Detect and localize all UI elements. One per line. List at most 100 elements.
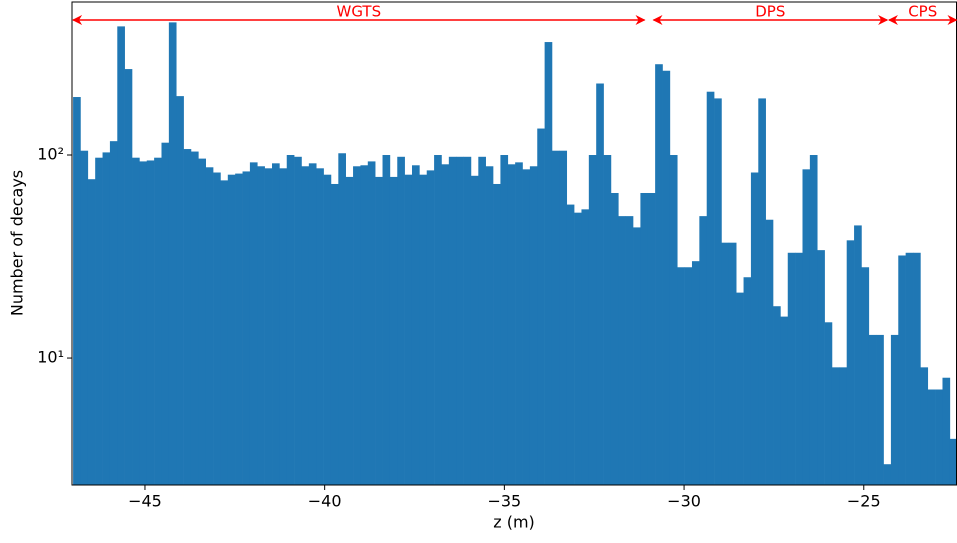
bar (286, 155, 295, 486)
bar (854, 225, 862, 486)
bar (935, 389, 943, 485)
bar (338, 153, 346, 485)
bar (323, 174, 332, 485)
bar (426, 170, 435, 485)
y-axis-label: Number of decays (8, 170, 27, 316)
bar (868, 334, 877, 485)
bar (330, 183, 339, 486)
x-tick-label: −25 (847, 492, 881, 511)
bar (264, 168, 273, 485)
bar (655, 64, 663, 485)
bar (684, 267, 693, 485)
bar (669, 155, 678, 486)
bar (257, 166, 265, 485)
bar (213, 172, 221, 485)
bar (728, 242, 737, 485)
bar (132, 157, 140, 485)
bar (382, 155, 391, 486)
bar (691, 261, 700, 485)
x-tick-label: −30 (667, 492, 701, 511)
bar (610, 192, 619, 485)
bar (109, 141, 118, 485)
bar (507, 164, 516, 485)
bar (809, 155, 818, 486)
bar (176, 96, 184, 486)
bar (949, 438, 957, 485)
bar (581, 209, 590, 485)
bar (124, 69, 133, 486)
bar (596, 83, 604, 485)
bar (485, 166, 494, 485)
bar (551, 150, 560, 485)
bar (831, 367, 840, 485)
bar (478, 156, 486, 485)
bar (294, 156, 302, 485)
bar (603, 155, 612, 486)
x-tick-label: −35 (487, 492, 521, 511)
bar (242, 171, 251, 485)
bar (161, 142, 170, 485)
bar (198, 158, 206, 485)
bar (839, 367, 848, 485)
bar (308, 163, 317, 485)
bar (566, 204, 575, 485)
bar (301, 166, 310, 485)
bar (367, 161, 376, 486)
bar (765, 219, 774, 485)
annotation-label: DPS (755, 3, 785, 21)
bar (146, 160, 155, 485)
bar (441, 164, 450, 485)
bar (883, 464, 892, 485)
bar (736, 292, 744, 485)
bar (662, 70, 671, 485)
bar (927, 389, 936, 485)
bar (559, 150, 568, 485)
bar (780, 316, 789, 485)
bar (375, 176, 383, 486)
bar (102, 152, 111, 485)
bar (787, 252, 796, 485)
bar (419, 174, 428, 485)
bar (397, 156, 405, 485)
bar (249, 162, 258, 486)
bar (389, 176, 398, 486)
bar (117, 26, 125, 485)
bar (95, 157, 103, 485)
bar (640, 192, 649, 485)
bar (942, 377, 951, 485)
bar (588, 155, 597, 486)
bar (795, 252, 803, 485)
bar (714, 98, 722, 485)
bar (677, 267, 685, 485)
bar (515, 162, 523, 486)
bar (618, 216, 626, 485)
annotation-label: WGTS (337, 3, 382, 21)
bar (404, 174, 413, 485)
annotation-label: CPS (908, 3, 937, 21)
bar (168, 22, 177, 485)
x-axis-label: z (m) (493, 513, 535, 532)
bar (316, 168, 324, 485)
bar (470, 175, 479, 485)
bar (235, 173, 243, 485)
bar (647, 192, 656, 485)
bar (706, 91, 715, 485)
bar (920, 367, 929, 485)
y-tick-label: 10² (37, 145, 64, 164)
bar (905, 252, 914, 485)
bar (80, 150, 89, 485)
bar (154, 157, 162, 485)
x-tick-label: −40 (308, 492, 342, 511)
bar (890, 334, 899, 485)
bar (353, 166, 361, 485)
bar (846, 240, 855, 485)
bar (773, 306, 781, 485)
y-tick-label: 10¹ (37, 348, 64, 367)
bar (73, 97, 81, 485)
bar (817, 250, 825, 485)
bar (699, 216, 708, 485)
bar (87, 179, 96, 485)
bar (227, 174, 236, 485)
bar (544, 42, 553, 485)
